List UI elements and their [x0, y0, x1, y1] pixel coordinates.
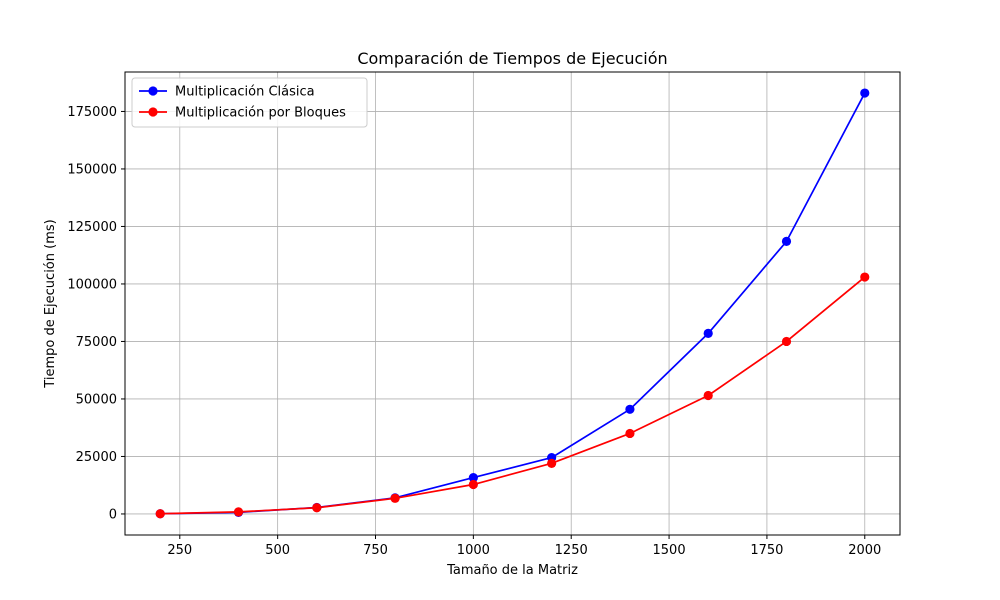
data-point: [468, 473, 478, 483]
legend: Multiplicación Clásica Multiplicación por…: [131, 77, 368, 128]
legend-label: Multiplicación por Bloques: [175, 106, 346, 121]
y-tick-label: 150000: [67, 162, 117, 177]
x-tick-label: 2000: [848, 543, 881, 558]
x-tick-label: 1750: [750, 543, 783, 558]
series-1: [155, 88, 870, 519]
x-tick-label: 1500: [653, 543, 686, 558]
data-point: [703, 390, 713, 401]
data-point: [781, 236, 792, 246]
data-point: [781, 336, 792, 347]
series-2: [155, 272, 870, 519]
legend-marker: [148, 107, 158, 117]
data-point: [703, 328, 713, 339]
y-tick-label: 125000: [67, 220, 117, 235]
series-group: [155, 88, 870, 519]
y-tick-label: 50000: [76, 392, 117, 407]
x-tick-label: 500: [265, 543, 290, 558]
legend-box: [131, 77, 368, 128]
gridlines: [125, 72, 900, 535]
plot-area: [124, 71, 901, 536]
axis-ticks: 250 500 750 1000 1250 1500 1750 2000 0 25000 50000…: [67, 105, 881, 558]
legend-item: Multiplicación Clásica: [139, 85, 315, 100]
data-point: [860, 88, 870, 98]
data-point: [625, 404, 635, 414]
series-line: [160, 276, 866, 515]
x-tick-label: 1000: [457, 543, 490, 558]
legend-item: Multiplicación por Bloques: [139, 106, 346, 121]
y-tick-label: 100000: [67, 277, 117, 292]
legend-label: Multiplicación Clásica: [175, 85, 315, 100]
y-tick-label: 75000: [76, 335, 117, 350]
series-line: [160, 92, 866, 515]
data-point: [468, 479, 478, 490]
y-tick-label: 175000: [67, 105, 117, 120]
chart-title: Comparación de Tiempos de Ejecución: [357, 49, 667, 68]
data-point: [155, 509, 165, 519]
data-point: [390, 493, 400, 503]
x-tick-label: 1250: [555, 543, 588, 558]
legend-marker: [148, 86, 158, 96]
y-tick-label: 25000: [76, 450, 117, 465]
data-point: [625, 428, 635, 439]
data-point: [233, 507, 244, 517]
y-tick-label: 0: [109, 507, 117, 522]
x-tick-label: 250: [167, 543, 192, 558]
x-axis-label: Tamaño de la Matriz: [446, 563, 578, 578]
y-axis-label: Tiempo de Ejecución (ms): [43, 219, 58, 388]
x-tick-label: 750: [363, 543, 388, 558]
data-point: [312, 503, 322, 513]
data-point: [860, 272, 870, 282]
data-point: [547, 458, 557, 468]
